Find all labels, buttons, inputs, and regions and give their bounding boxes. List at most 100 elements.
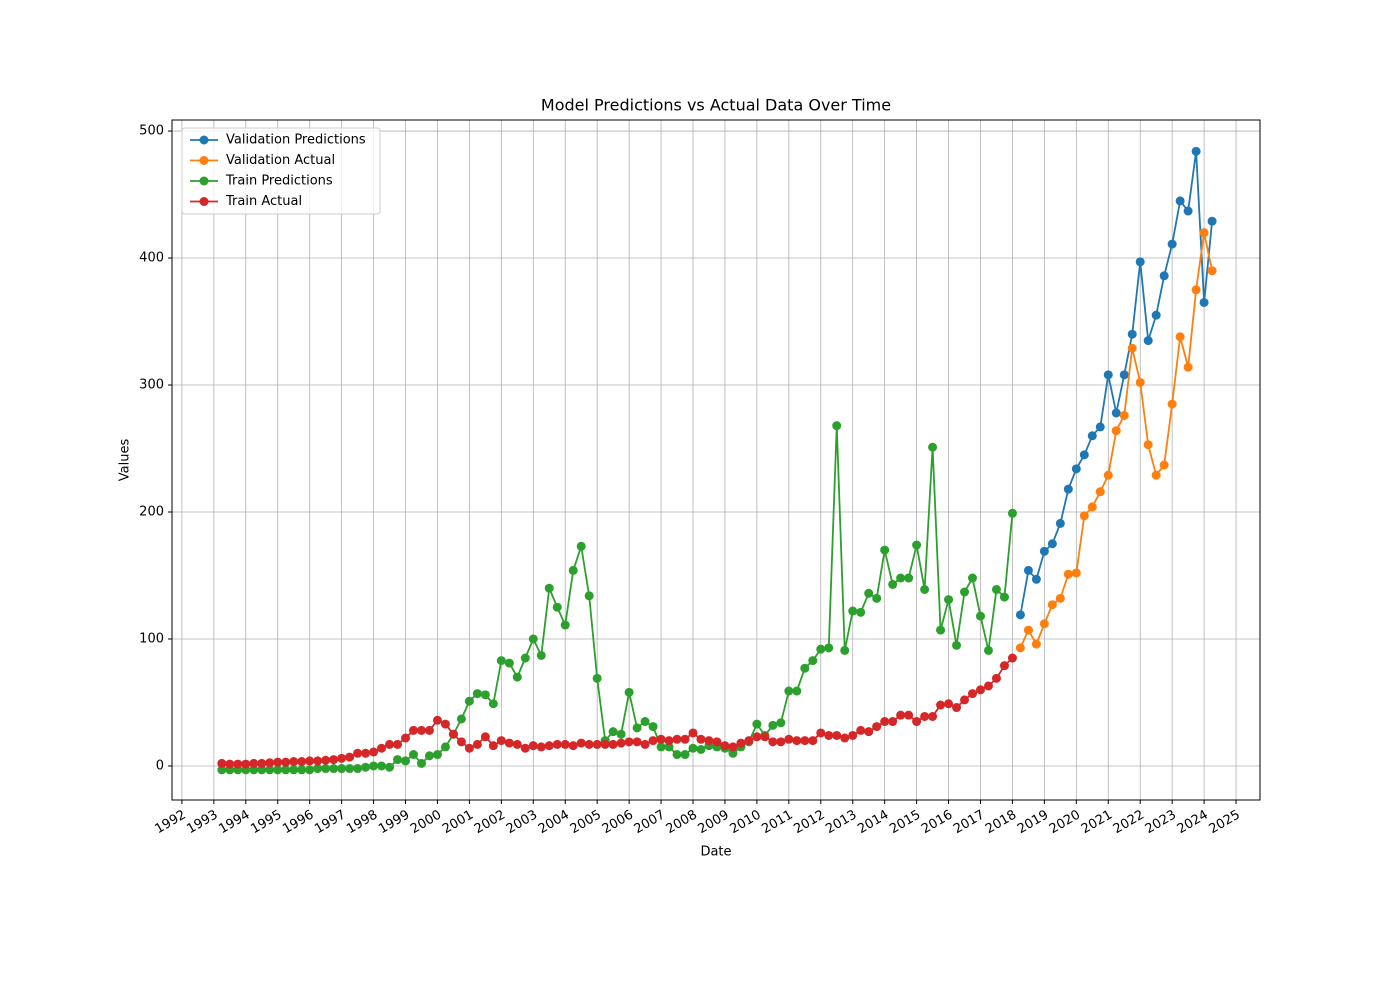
data-point xyxy=(688,743,698,753)
data-point xyxy=(1047,600,1057,610)
data-point xyxy=(784,734,794,744)
data-point xyxy=(353,748,363,758)
y-tick-label: 300 xyxy=(139,378,164,393)
data-point xyxy=(584,739,594,749)
data-point xyxy=(512,739,522,749)
data-point xyxy=(305,756,315,766)
data-point xyxy=(536,650,546,660)
legend-label: Validation Actual xyxy=(226,153,335,168)
data-point xyxy=(1183,362,1193,372)
data-point xyxy=(1055,593,1065,603)
data-point xyxy=(1087,431,1097,441)
data-point xyxy=(1207,266,1217,276)
data-point xyxy=(928,442,938,452)
data-point xyxy=(313,756,323,766)
data-point xyxy=(999,661,1009,671)
data-point xyxy=(752,732,762,742)
data-point xyxy=(576,541,586,551)
data-point xyxy=(496,736,506,746)
legend-label: Train Predictions xyxy=(225,174,333,189)
data-point xyxy=(664,736,674,746)
data-point xyxy=(632,737,642,747)
data-point xyxy=(864,727,874,737)
data-point xyxy=(624,687,634,697)
data-point xyxy=(1111,408,1121,418)
data-point xyxy=(744,736,754,746)
data-point xyxy=(832,421,842,431)
data-point xyxy=(816,728,826,738)
data-point xyxy=(1191,146,1201,156)
data-point xyxy=(656,734,666,744)
data-point xyxy=(888,717,898,727)
data-point xyxy=(640,739,650,749)
data-point xyxy=(832,730,842,740)
data-point xyxy=(345,764,355,774)
data-point xyxy=(552,739,562,749)
data-point xyxy=(768,737,778,747)
data-point xyxy=(456,714,466,724)
data-point xyxy=(273,765,283,775)
legend-marker xyxy=(199,197,209,206)
data-point xyxy=(624,737,634,747)
data-point xyxy=(1175,332,1185,342)
legend-marker xyxy=(199,135,209,145)
data-point xyxy=(257,758,267,768)
data-point xyxy=(1143,336,1153,346)
data-point xyxy=(1199,228,1209,238)
data-point xyxy=(249,758,259,768)
data-point xyxy=(928,711,938,721)
y-tick-label: 400 xyxy=(139,251,164,266)
data-point xyxy=(576,738,586,748)
data-point xyxy=(1023,565,1033,575)
data-point xyxy=(528,634,538,644)
data-point xyxy=(712,737,722,747)
data-point xyxy=(912,717,922,727)
data-point xyxy=(608,727,618,737)
data-point xyxy=(991,584,1001,594)
data-point xyxy=(1119,410,1129,420)
data-point xyxy=(848,730,858,740)
data-point xyxy=(912,540,922,550)
data-point xyxy=(408,750,418,760)
data-point xyxy=(488,699,498,709)
data-point xyxy=(1007,653,1017,663)
data-point xyxy=(393,755,403,765)
data-point xyxy=(257,765,267,775)
x-axis-label: Date xyxy=(700,845,731,860)
data-point xyxy=(488,741,498,751)
data-point xyxy=(952,640,962,650)
data-point xyxy=(792,686,802,696)
data-point xyxy=(528,741,538,751)
data-point xyxy=(616,738,626,748)
data-point xyxy=(1031,574,1041,584)
data-point xyxy=(217,758,227,768)
legend-box xyxy=(181,127,381,215)
data-point xyxy=(337,764,347,774)
y-tick-label: 200 xyxy=(139,505,164,520)
data-point xyxy=(944,699,954,709)
data-point xyxy=(816,644,826,654)
data-point xyxy=(472,739,482,749)
data-point xyxy=(800,736,810,746)
data-point xyxy=(1119,370,1129,380)
data-point xyxy=(289,765,299,775)
data-point xyxy=(385,762,395,772)
data-point xyxy=(936,625,946,635)
data-point xyxy=(1183,206,1193,216)
data-point xyxy=(856,725,866,735)
data-point xyxy=(1055,518,1065,528)
data-point xyxy=(592,739,602,749)
data-point xyxy=(345,752,355,762)
data-point xyxy=(480,732,490,742)
data-point xyxy=(1143,440,1153,450)
data-point xyxy=(1159,460,1169,470)
data-point xyxy=(265,765,275,775)
data-point xyxy=(305,765,315,775)
data-point xyxy=(297,757,307,767)
data-point xyxy=(808,736,818,746)
data-point xyxy=(904,573,914,583)
data-point xyxy=(369,761,379,771)
data-point xyxy=(856,607,866,617)
y-tick-label: 500 xyxy=(139,124,164,139)
data-point xyxy=(1167,399,1177,409)
